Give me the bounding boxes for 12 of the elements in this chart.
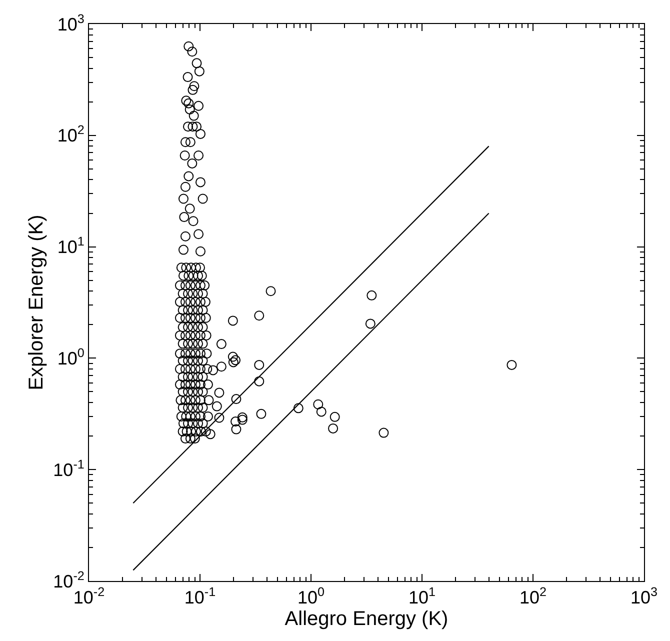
x-axis-title: Allegro Energy (K) (284, 608, 448, 630)
x-tick-label: 10$^{0}$ (297, 585, 325, 608)
y-tick-label: 10$^{0}$ (57, 346, 84, 368)
x-tick-label: 10$^{-1}$ (184, 585, 216, 608)
y-axis-title: Explorer Energy (K) (26, 214, 48, 390)
y-tick-label: 10$^{2}$ (57, 123, 84, 146)
x-tick-label: 10$^{3}$ (630, 585, 658, 608)
y-tick-label: 10$^{1}$ (57, 234, 84, 258)
y-tick-label: 10$^{3}$ (57, 12, 84, 34)
x-tick-label: 10$^{1}$ (408, 585, 436, 608)
x-tick-label: 10$^{2}$ (519, 585, 547, 608)
y-tick-label: 10$^{-1}$ (53, 457, 84, 480)
